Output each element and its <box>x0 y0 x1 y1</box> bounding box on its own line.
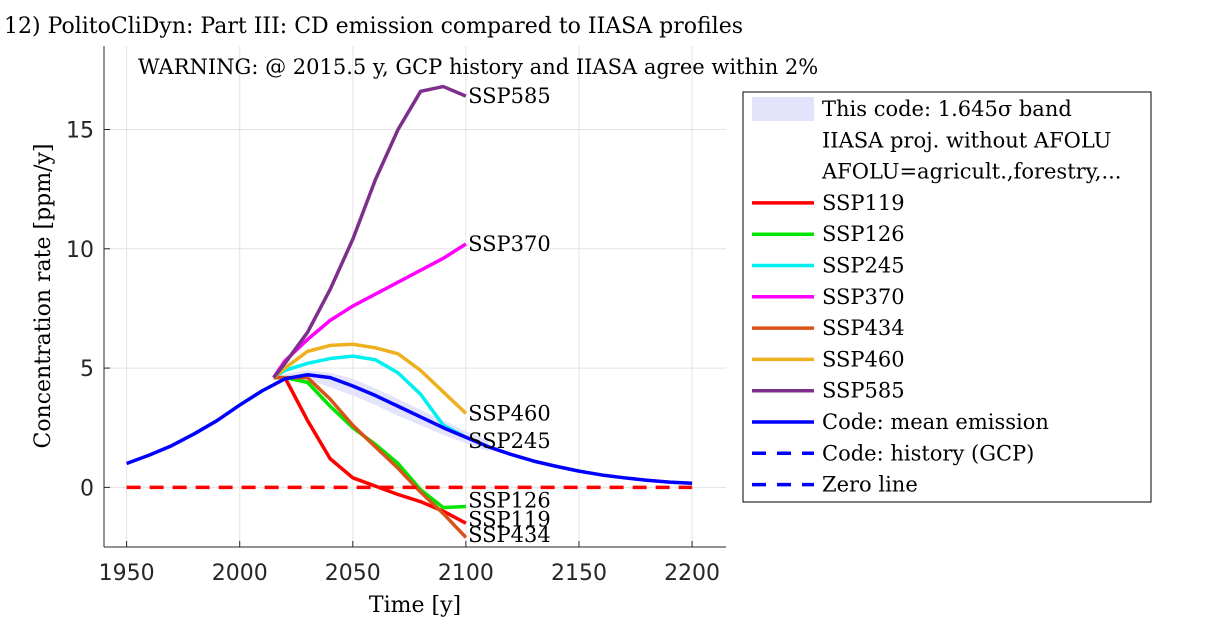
legend-label-code-history-gcp: Code: history (GCP) <box>822 441 1034 465</box>
legend-label-ssp370: SSP370 <box>822 285 905 309</box>
y-tick-label: 10 <box>66 238 94 263</box>
x-tick-label: 1950 <box>99 561 155 586</box>
series-label-ssp370: SSP370 <box>468 232 551 256</box>
plot-background <box>104 46 726 547</box>
series-label-ssp585: SSP585 <box>468 84 551 108</box>
legend-swatch-band <box>752 97 814 121</box>
plot-area: SSP585 SSP370 SSP460 SSP245 SSP126SSP119SSP4… <box>66 46 818 586</box>
series-label-ssp434: SSP434 <box>468 523 551 547</box>
legend-label-ssp245: SSP245 <box>822 254 905 278</box>
legend-label-afolu-agricult-forestry: AFOLU=agricult.,forestry,... <box>821 160 1121 184</box>
confidence-band <box>284 370 489 452</box>
chart-title: 12) PolitoCliDyn: Part III: CD emission … <box>4 14 743 39</box>
series-line-code-mean-emission <box>126 373 693 486</box>
warning-annotation: WARNING: @ 2015.5 y, GCP history and IIA… <box>138 55 818 79</box>
legend: This code: 1.645σ band IIASA proj. withou… <box>742 91 1152 503</box>
y-tick-label: 15 <box>66 119 94 144</box>
series-line-ssp460 <box>272 342 468 415</box>
x-tick-label: 2150 <box>551 561 607 586</box>
y-axis-label: Concentration rate [ppm/y] <box>31 143 56 448</box>
series-label-ssp460: SSP460 <box>468 401 551 425</box>
series-line-ssp119 <box>273 375 467 525</box>
legend-label-ssp119: SSP119 <box>822 191 905 215</box>
legend-label-ssp585: SSP585 <box>822 379 905 403</box>
axes: 1950 2000 2050 2100 2150 2200 0 5 10 15 <box>66 46 726 586</box>
series-label-ssp126: SSP126 <box>468 488 551 512</box>
legend-label-ssp434: SSP434 <box>822 316 905 340</box>
legend-label-code-mean-emission: Code: mean emission <box>822 410 1049 434</box>
series-labels: SSP585 SSP370 SSP460 SSP245 SSP126SSP119SSP4… <box>468 84 551 547</box>
series-label-ssp245: SSP245 <box>468 429 551 453</box>
y-tick-label: 5 <box>80 357 94 382</box>
legend-label-ssp126: SSP126 <box>822 222 905 246</box>
x-tick-label: 2050 <box>325 561 381 586</box>
series-line-ssp245 <box>272 354 467 439</box>
x-tick-label: 2000 <box>212 561 268 586</box>
series-line-ssp585 <box>272 84 467 379</box>
series-label-ssp119: SSP119 <box>468 508 551 532</box>
x-axis-label: Time [y] <box>369 593 461 618</box>
band-area <box>284 370 489 452</box>
legend-label-zero-line: Zero line <box>822 473 918 497</box>
x-tick-label: 2100 <box>438 561 494 586</box>
legend-label-ssp460: SSP460 <box>822 347 905 371</box>
legend-label-iiasa-proj-without-afolu: IIASA proj. without AFOLU <box>822 128 1111 152</box>
legend-label-this-code-1-645-band: This code: 1.645σ band <box>822 97 1072 121</box>
y-tick-label: 0 <box>80 476 94 501</box>
series-lines <box>126 84 693 539</box>
x-tick-label: 2200 <box>664 561 720 586</box>
